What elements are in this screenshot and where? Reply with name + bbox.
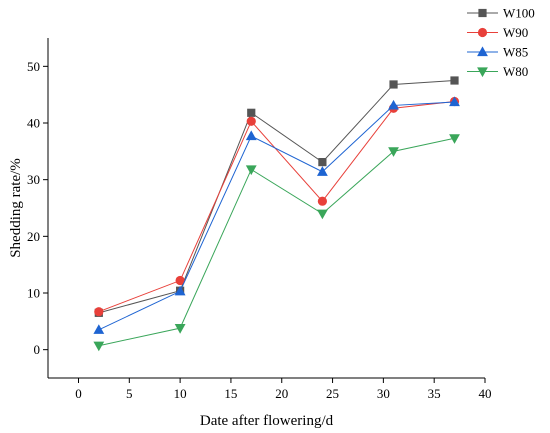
y-tick-label: 0 [34, 342, 41, 357]
x-tick-label: 10 [174, 386, 187, 401]
data-point-w80 [245, 165, 257, 176]
legend-label: W90 [503, 25, 528, 40]
series-line-w90 [98, 100, 455, 313]
legend-marker [477, 27, 488, 38]
y-tick-label: 10 [27, 286, 40, 301]
legend-item-w100: W100 [467, 6, 535, 21]
x-tick-label: 40 [479, 386, 492, 401]
data-point-w100 [247, 108, 256, 117]
y-axis-title: Shedding rate/% [8, 158, 24, 258]
x-axis-title: Date after flowering/d [200, 413, 334, 429]
x-tick-label: 15 [224, 386, 237, 401]
y-tick-label: 20 [27, 229, 40, 244]
series-w80 [93, 134, 460, 352]
x-tick-label: 25 [326, 386, 339, 401]
legend-label: W80 [503, 64, 528, 79]
data-point-w90 [246, 116, 256, 126]
x-tick-label: 20 [275, 386, 288, 401]
y-tick-label: 50 [27, 59, 40, 74]
legend-marker [478, 8, 487, 18]
data-point-w85 [388, 99, 399, 110]
data-point-w85 [449, 96, 460, 107]
series-line-w100 [98, 80, 455, 314]
data-point-w80 [174, 324, 186, 334]
legend-item-w80: W80 [467, 64, 528, 79]
y-tick-label: 30 [27, 172, 40, 187]
axes: 0 5 10 15 20 25 30 35 40 0 10 20 30 40 50 [27, 38, 492, 401]
legend-item-w90: W90 [467, 25, 528, 40]
series-line-w85 [98, 101, 455, 331]
x-tick-label: 5 [126, 386, 133, 401]
data-point-w80 [93, 341, 105, 352]
data-point-w80 [388, 147, 399, 157]
x-tick-label: 30 [377, 386, 390, 401]
series-line-w80 [98, 137, 455, 347]
series-w100 [94, 76, 459, 317]
data-point-w80 [449, 134, 460, 144]
series-layer [93, 76, 460, 352]
data-point-w90 [94, 307, 104, 317]
legend: W100 W90 W85 W80 [467, 6, 535, 79]
x-tick-label: 35 [428, 386, 441, 401]
data-point-w85 [245, 130, 257, 141]
data-point-w85 [174, 285, 186, 296]
data-point-w85 [93, 324, 105, 334]
data-point-w90 [317, 196, 327, 206]
legend-item-w85: W85 [467, 45, 528, 60]
data-point-w85 [316, 166, 328, 176]
data-point-w100 [450, 76, 459, 85]
y-tick-label: 40 [27, 116, 40, 131]
series-w85 [93, 96, 460, 334]
x-tick-label: 0 [75, 386, 82, 401]
series-w90 [94, 96, 460, 317]
legend-marker [477, 46, 488, 57]
legend-label: W100 [503, 6, 535, 21]
data-point-w80 [316, 209, 328, 220]
data-point-w100 [318, 158, 327, 167]
data-point-w90 [175, 275, 185, 286]
legend-marker [477, 67, 488, 78]
legend-label: W85 [503, 45, 528, 60]
data-point-w100 [389, 80, 398, 89]
